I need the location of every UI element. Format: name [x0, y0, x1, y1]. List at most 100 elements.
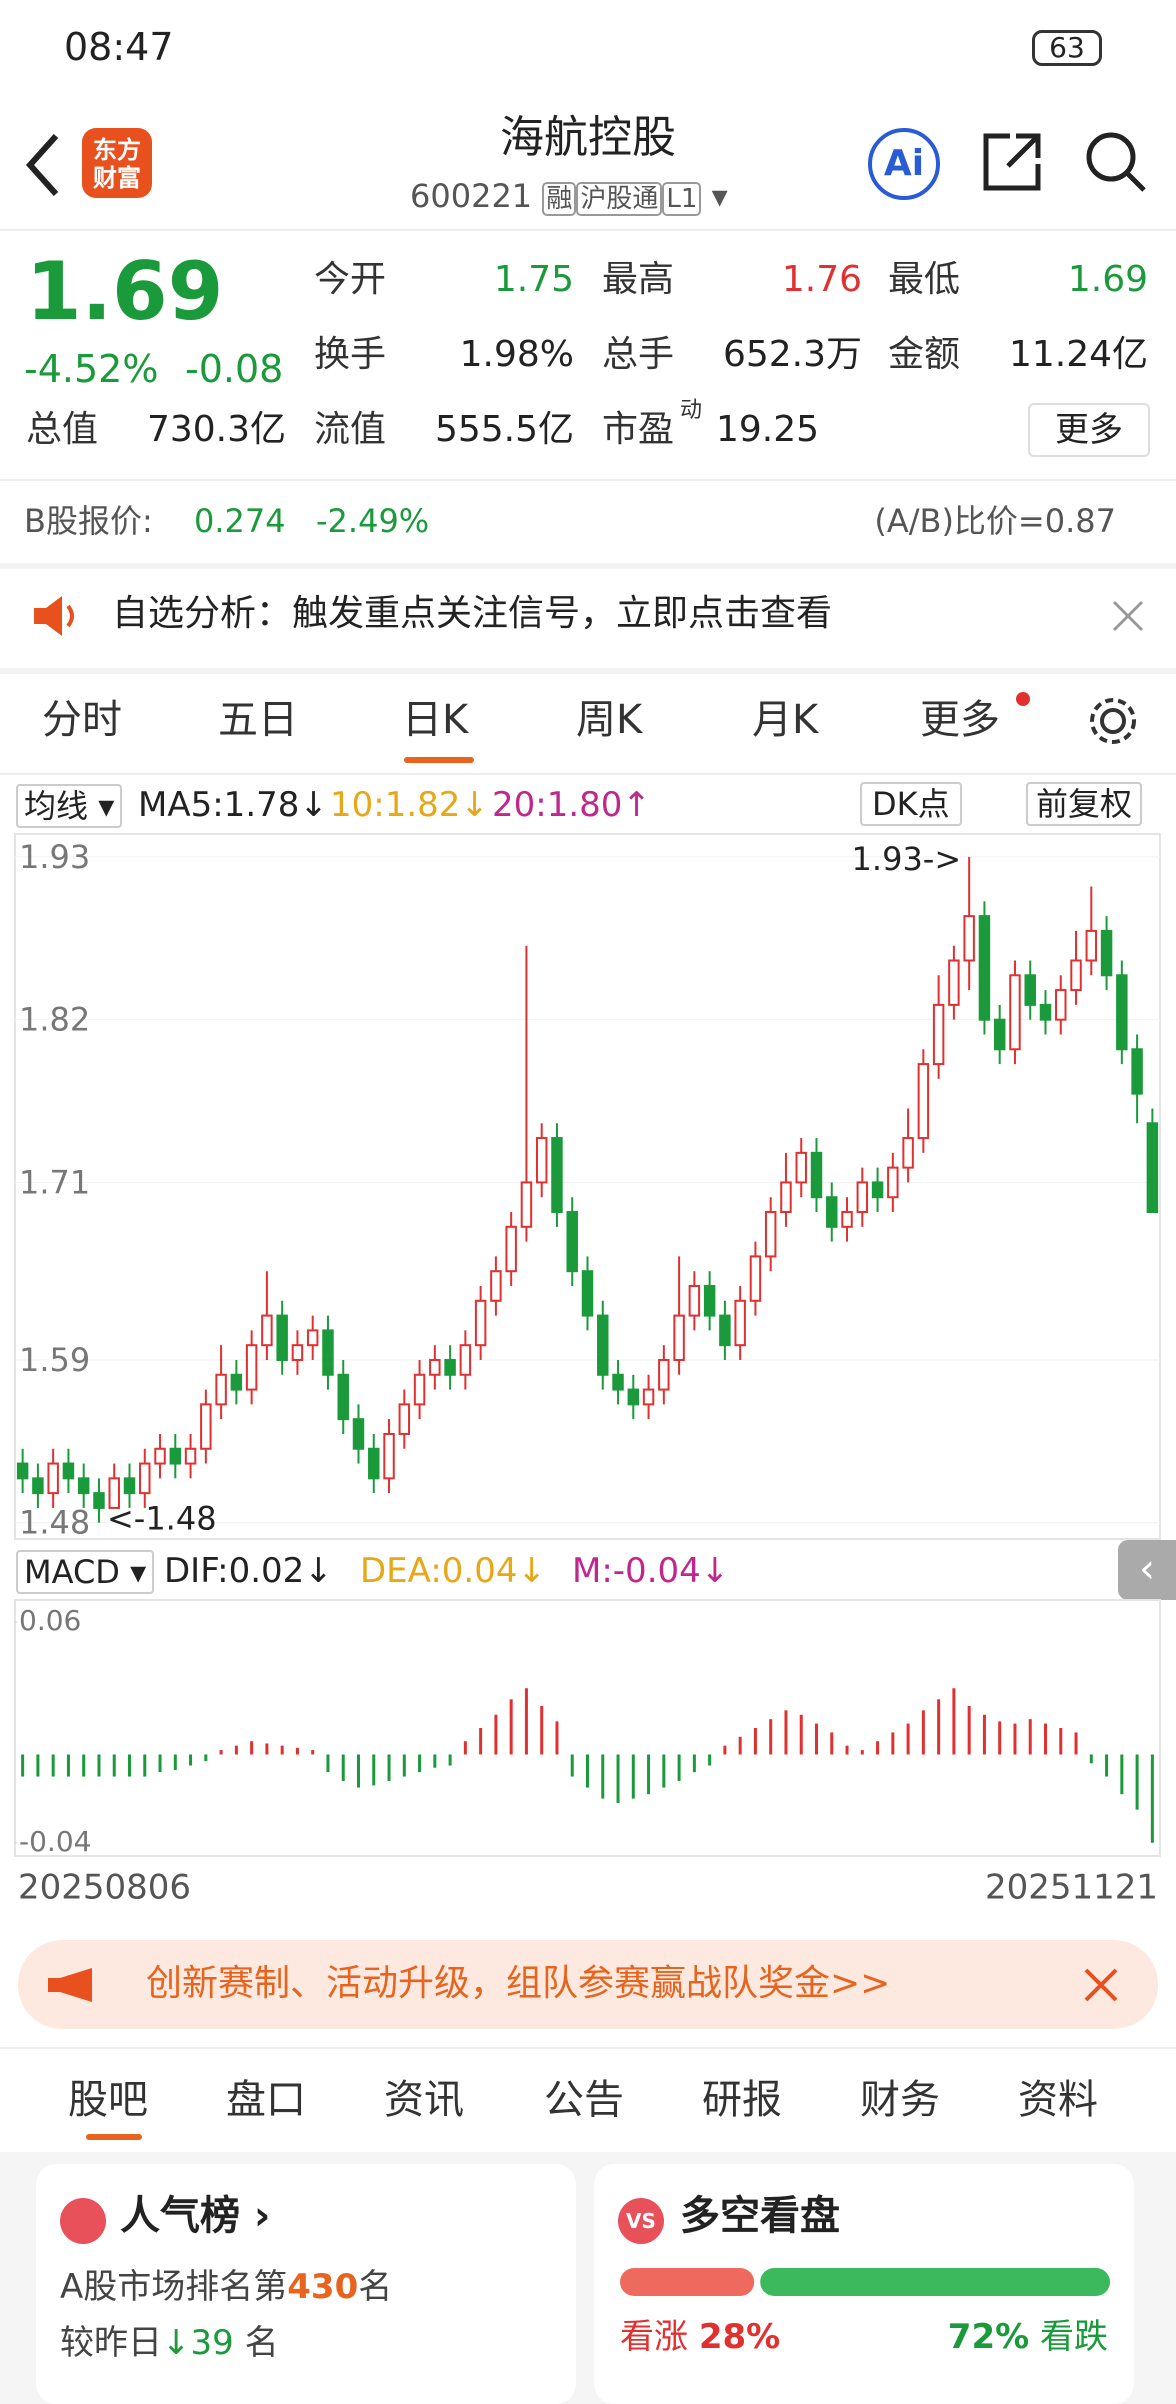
notice[interactable]: 自选分析：触发重点关注信号，立即点击查看	[112, 593, 833, 634]
back-button[interactable]	[22, 130, 62, 200]
divider	[0, 773, 1176, 775]
candle-body	[871, 1181, 884, 1199]
candle-body	[917, 1063, 930, 1140]
kline-chart: 20250806 20251121 1.93 1.82 1.71 1.59 1.48 1.…	[14, 833, 1161, 1908]
quote-value: 1.69	[1067, 259, 1148, 300]
section-tab[interactable]: 研报	[702, 2077, 782, 2123]
candle-body	[77, 1477, 90, 1495]
candle-body	[673, 1314, 685, 1361]
down-arrow: ↓	[162, 2323, 191, 2363]
price: 1.69	[26, 245, 224, 338]
price-frame	[14, 833, 1161, 1540]
ab-ratio[interactable]: (A/B)比价=0.87	[874, 502, 1116, 540]
collapse-button[interactable]: ‹	[1118, 1540, 1176, 1600]
candle-body	[154, 1447, 166, 1465]
candle-body	[780, 1181, 792, 1214]
ma-select[interactable]: 均线 ▾	[16, 784, 123, 828]
status-time: 08:47	[64, 25, 174, 69]
candle-body	[200, 1403, 212, 1450]
ma-mode: 均线	[24, 787, 89, 825]
candle-body	[1009, 974, 1021, 1051]
candle-body	[62, 1462, 75, 1480]
banner-text[interactable]: 创新赛制、活动升级，组队参赛赢战队奖金>>	[146, 1963, 891, 2004]
banner[interactable]	[18, 1940, 1158, 2029]
ai-button[interactable]: Ai	[868, 128, 940, 200]
quote-label: 换手	[314, 334, 387, 375]
candle-body	[444, 1358, 456, 1376]
period-tab[interactable]: 更多	[920, 697, 1000, 743]
candle-body	[948, 959, 960, 1006]
period-tab[interactable]: 月K	[752, 697, 819, 743]
y-tick-label: 1.82	[19, 1001, 90, 1039]
y-tick-label: 1.59	[19, 1341, 90, 1379]
macd-frame	[14, 1599, 1161, 1857]
candle-body	[688, 1284, 701, 1317]
quote-label: 总手	[602, 334, 675, 375]
candle-body	[1055, 989, 1067, 1021]
speaker-icon	[34, 596, 74, 636]
quote-label: 流值	[314, 409, 387, 450]
candle-body	[490, 1270, 502, 1302]
close-notice[interactable]	[1112, 600, 1144, 632]
rank-text: 名	[358, 2267, 393, 2307]
rank-text: 较昨日	[60, 2323, 162, 2363]
rank-value: 430	[287, 2267, 359, 2307]
tag: L1	[662, 182, 702, 216]
rank-title: 人气榜 ›	[120, 2193, 271, 2239]
dk-button[interactable]: DK点	[860, 782, 962, 826]
quote-label: 最高	[602, 259, 675, 300]
bull-label: 看涨	[620, 2317, 688, 2357]
candle-body	[184, 1447, 197, 1465]
macd-select[interactable]: MACD ▾	[16, 1550, 155, 1594]
more-button[interactable]: 更多	[1028, 403, 1150, 457]
candle-body	[1070, 959, 1082, 992]
ma10-legend: 10:1.82↓	[330, 785, 489, 825]
battery: 63	[1032, 30, 1102, 66]
candle-body	[1116, 974, 1128, 1051]
section-tab[interactable]: 资料	[1018, 2077, 1098, 2123]
candle-body	[902, 1137, 914, 1169]
ma20-legend: 20:1.80↑	[492, 785, 651, 825]
section-tab[interactable]: 盘口	[226, 2077, 306, 2123]
bear-label: 看跌	[1040, 2317, 1108, 2357]
candle-body	[627, 1388, 640, 1406]
period-tab[interactable]: 周K	[576, 697, 643, 743]
divider	[0, 668, 1176, 674]
candle-body	[612, 1373, 624, 1391]
divider	[0, 479, 1176, 481]
settings-button[interactable]	[1086, 694, 1140, 748]
candle-body	[764, 1211, 777, 1258]
section-tab-active[interactable]: 股吧	[68, 2077, 148, 2123]
candle-body	[566, 1211, 578, 1273]
ma5-legend: MA5:1.78↓	[138, 785, 328, 825]
quote-value: 652.3万	[722, 334, 862, 375]
candle-body	[276, 1314, 288, 1361]
section-tab[interactable]: 公告	[544, 2077, 624, 2123]
close-banner[interactable]	[1084, 1968, 1118, 2002]
candle-body	[795, 1151, 807, 1184]
candle-body	[719, 1314, 731, 1347]
quote-label: 今开	[314, 259, 387, 300]
period-tab-active[interactable]: 日K	[402, 697, 469, 743]
candle-body	[16, 1462, 29, 1480]
period-tab[interactable]: 五日	[218, 697, 298, 743]
rank-card[interactable]	[36, 2164, 576, 2404]
candle-body	[978, 915, 991, 1021]
adjust-button[interactable]: 前复权	[1026, 782, 1143, 826]
bull-bar	[620, 2268, 755, 2296]
logo-text: 财富	[93, 164, 141, 192]
candle-body	[459, 1344, 472, 1376]
period-tab[interactable]: 分时	[42, 697, 122, 743]
price-change: -0.08	[185, 347, 284, 391]
vote-icon: VS	[618, 2198, 664, 2244]
start-date: 20250806	[18, 1868, 191, 1908]
y-tick-label: 1.48	[19, 1504, 90, 1542]
search-button[interactable]	[1084, 130, 1148, 194]
share-button[interactable]	[980, 130, 1044, 194]
section-tab[interactable]: 财务	[860, 2077, 940, 2123]
candle-body	[306, 1329, 319, 1347]
section-tab[interactable]: 资讯	[384, 2077, 464, 2123]
candle-body	[215, 1373, 227, 1406]
candle-body	[551, 1137, 563, 1214]
candle-body	[505, 1225, 517, 1273]
